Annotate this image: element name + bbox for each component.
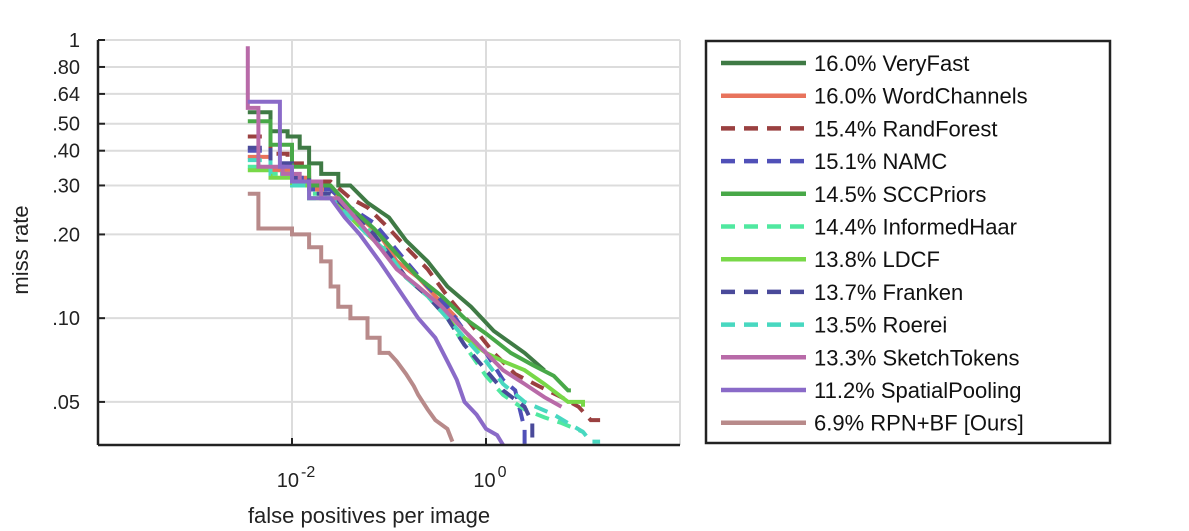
- y-tick-label: .30: [52, 175, 80, 197]
- legend: 16.0% VeryFast 16.0% WordChannels 15.4% Ra…: [704, 39, 1112, 445]
- legend-label: 13.7% Franken: [814, 280, 963, 305]
- series-line-namc: [247, 148, 527, 445]
- legend-label: 11.2% SpatialPooling: [814, 378, 1022, 403]
- legend-box: [704, 39, 1112, 445]
- legend-label: 14.5% SCCPriors: [814, 182, 986, 207]
- series-line-ldcf: [247, 168, 585, 407]
- y-tick-label: 1: [69, 30, 80, 52]
- legend-label: 16.0% VeryFast: [814, 51, 969, 76]
- y-tick-label: .80: [52, 57, 80, 79]
- series-line-rpn-bf: [247, 191, 455, 443]
- series-lines: [245, 46, 601, 445]
- series-line-franken: [247, 145, 535, 442]
- series-line-sccpriors: [247, 119, 571, 393]
- series-line-spatialpooling: [247, 99, 505, 445]
- grid: [98, 39, 681, 445]
- legend-label: 13.5% Roerei: [814, 313, 947, 338]
- series-line-veryfast: [247, 110, 546, 372]
- y-tick-label: .50: [52, 114, 80, 136]
- axes: [96, 39, 680, 447]
- y-tick-label: .05: [52, 392, 80, 414]
- legend-label: 13.3% SketchTokens: [814, 345, 1019, 370]
- series-line-randforest: [247, 134, 601, 423]
- y-tick-label: .40: [52, 141, 80, 163]
- series-line-roerei: [247, 158, 601, 444]
- y-tick-label: .10: [52, 308, 80, 330]
- y-tick-label: .20: [52, 224, 80, 246]
- x-tick-label: 10 0: [473, 464, 506, 492]
- legend-label: 6.9% RPN+BF [Ours]: [814, 411, 1024, 436]
- x-axis-label: false positives per image: [248, 503, 490, 528]
- legend-label: 13.8% LDCF: [814, 247, 940, 272]
- series-line-sketchtokens: [245, 46, 563, 409]
- legend-label: 15.4% RandForest: [814, 116, 997, 141]
- y-tick-labels: 1 .80 .64 .50 .40 .30 .20 .10 .05: [52, 30, 80, 414]
- legend-label: 16.0% WordChannels: [814, 84, 1028, 109]
- x-tick-labels: 10 -2 10 0: [277, 464, 507, 492]
- legend-label: 15.1% NAMC: [814, 149, 947, 174]
- x-tick-label: 10 -2: [277, 464, 316, 492]
- legend-label: 14.4% InformedHaar: [814, 215, 1017, 240]
- y-axis-label: miss rate: [8, 205, 33, 294]
- y-tick-label: .64: [52, 84, 80, 106]
- legend-items: 16.0% VeryFast 16.0% WordChannels 15.4% Ra…: [721, 51, 1028, 436]
